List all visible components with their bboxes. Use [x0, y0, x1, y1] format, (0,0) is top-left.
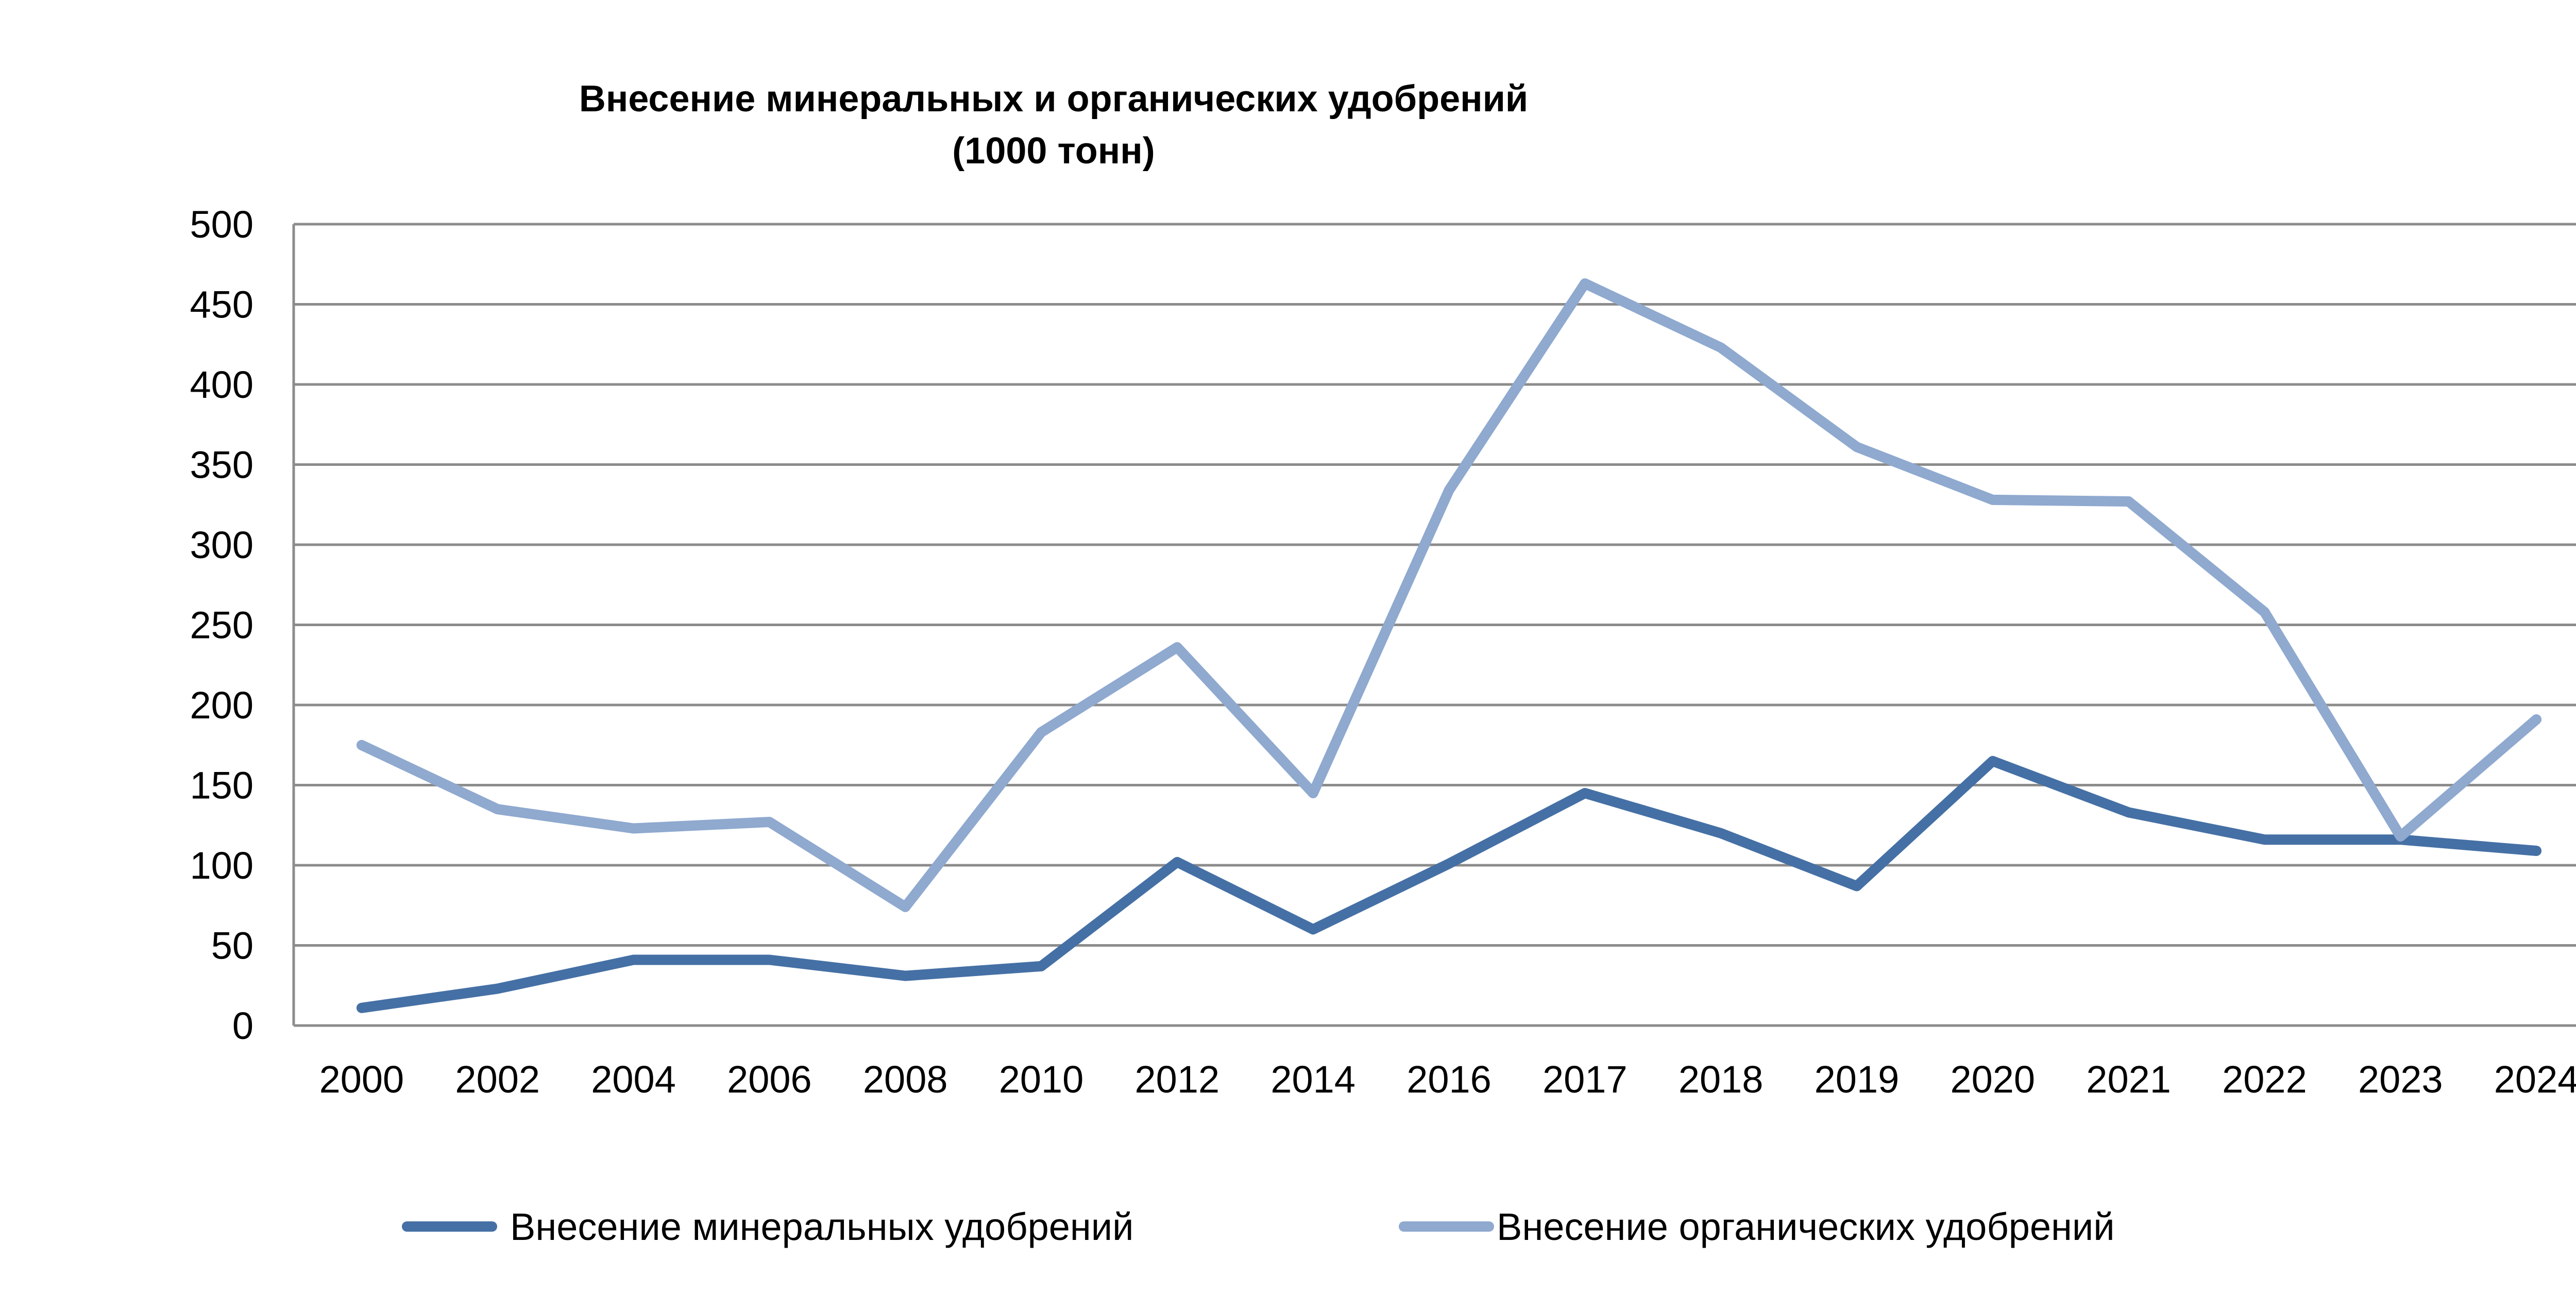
data-point [1039, 730, 1044, 734]
chart-title-line-1: Внесение минеральных и органических удоб… [579, 78, 1528, 120]
data-point [1447, 861, 1451, 866]
data-point [2126, 810, 2131, 815]
data-point [1854, 884, 1859, 888]
x-tick-label: 2004 [591, 1058, 676, 1101]
x-tick-label: 2021 [2086, 1058, 2171, 1101]
series-line-2 [356, 278, 2542, 912]
x-tick-label: 2018 [1679, 1058, 1764, 1101]
y-tick-label: 300 [190, 524, 253, 566]
data-point [1583, 281, 1587, 286]
data-point [767, 820, 772, 825]
y-tick-label: 350 [190, 444, 253, 486]
data-point [1311, 791, 1315, 796]
x-tick-label: 2020 [1950, 1058, 2035, 1101]
data-point [631, 826, 636, 831]
data-point [2534, 849, 2539, 853]
data-point [1039, 964, 1044, 968]
x-tick-label: 2014 [1270, 1058, 1355, 1101]
y-tick-label: 400 [190, 363, 253, 406]
data-point [1990, 497, 1995, 502]
data-point [2534, 717, 2539, 721]
data-point [767, 958, 772, 962]
x-tick-label: 2002 [455, 1058, 540, 1101]
x-axis: 2000 2002 2004 2006 2008 2010 2012 2014 2016 2017… [319, 1058, 2576, 1101]
data-point [1175, 645, 1179, 650]
legend-item-2: Внесение органических удобрений [1399, 1205, 2115, 1248]
x-tick-label: 2010 [999, 1058, 1084, 1101]
y-tick-label: 100 [190, 844, 253, 887]
legend-label: Внесение минеральных удобрений [510, 1205, 1133, 1248]
x-tick-label: 2024 [2494, 1058, 2576, 1101]
data-point [495, 807, 500, 812]
x-tick-label: 2019 [1815, 1058, 1900, 1101]
y-tick-label: 450 [190, 283, 253, 326]
y-tick-label: 500 [190, 203, 253, 246]
y-tick-label: 0 [232, 1004, 253, 1047]
gridlines [294, 223, 2576, 1027]
data-point [631, 958, 636, 962]
x-tick-label: 2012 [1135, 1058, 1220, 1101]
data-point [2262, 837, 2267, 842]
data-point [2398, 834, 2403, 839]
x-tick-label: 2022 [2222, 1058, 2307, 1101]
y-tick-label: 250 [190, 604, 253, 647]
series [356, 278, 2542, 1013]
x-tick-label: 2016 [1406, 1058, 1492, 1101]
data-point [2262, 610, 2267, 614]
data-point [1175, 860, 1179, 864]
data-point [903, 904, 908, 909]
y-tick-label: 200 [190, 684, 253, 727]
y-axis: 0 50 100 150 200 250 300 350 400 450 500 [190, 203, 295, 1047]
y-tick-label: 50 [211, 925, 253, 967]
series-line-1 [356, 755, 2542, 1013]
x-tick-label: 2017 [1543, 1058, 1628, 1101]
data-point [1447, 488, 1451, 493]
x-tick-label: 2008 [863, 1058, 948, 1101]
chart-subtitle: (1000 тонн) [952, 130, 1155, 172]
legend-item-1: Внесение минеральных удобрений [402, 1205, 1133, 1248]
data-point [1719, 345, 1723, 350]
x-tick-label: 2000 [319, 1058, 404, 1101]
x-tick-label: 2023 [2358, 1058, 2443, 1101]
data-point [1583, 791, 1587, 796]
chart-title: Внесение минеральных и органических удоб… [579, 78, 1528, 172]
data-point [2126, 499, 2131, 504]
data-point [495, 986, 500, 991]
data-point [359, 743, 364, 747]
data-point [359, 1005, 364, 1010]
data-point [903, 973, 908, 978]
x-tick-label: 2006 [727, 1058, 812, 1101]
data-point [1990, 759, 1995, 763]
y-tick-label: 150 [190, 764, 253, 807]
data-point [1311, 927, 1315, 932]
legend-label: Внесение органических удобрений [1497, 1205, 2115, 1248]
data-point [1719, 831, 1723, 835]
legend: Внесение минеральных удобрений Внесение о… [402, 1205, 2115, 1248]
data-point [1854, 445, 1859, 449]
